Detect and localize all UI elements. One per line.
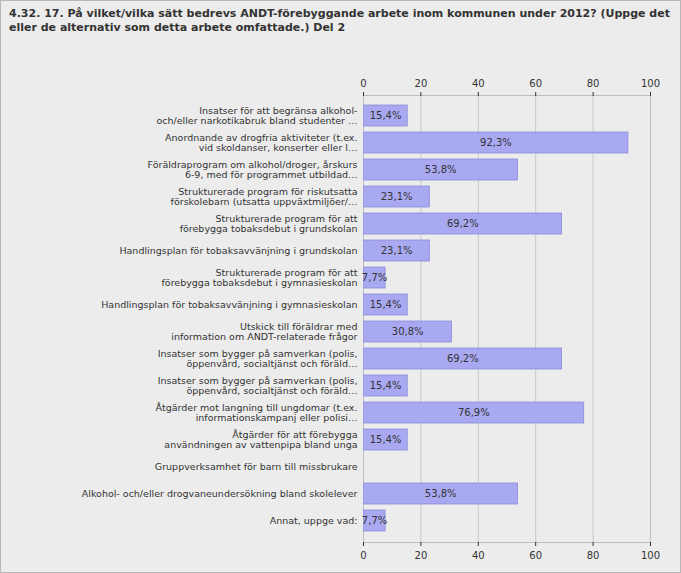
svg-text:Insatser för att begränsa alko: Insatser för att begränsa alkohol-och/el…: [156, 105, 357, 126]
svg-text:Åtgärder mot langning till ung: Åtgärder mot langning till ungdomar (t.e…: [155, 402, 357, 423]
svg-text:30,8%: 30,8%: [392, 326, 424, 337]
svg-text:15,4%: 15,4%: [370, 110, 402, 121]
svg-text:Handlingsplan för tobaksavvänj: Handlingsplan för tobaksavvänjning i gym…: [101, 299, 357, 310]
svg-text:20: 20: [415, 550, 428, 561]
svg-text:Annat, uppge vad:: Annat, uppge vad:: [270, 515, 358, 526]
svg-text:Föräldraprogram om alkohol/dro: Föräldraprogram om alkohol/droger, årsku…: [148, 159, 358, 180]
svg-text:15,4%: 15,4%: [370, 299, 402, 310]
svg-text:53,8%: 53,8%: [425, 488, 457, 499]
svg-text:80: 80: [587, 550, 600, 561]
svg-text:Åtgärder för att förebyggaanvä: Åtgärder för att förebyggaanvändningen a…: [164, 429, 357, 450]
svg-text:0: 0: [360, 550, 366, 561]
svg-text:40: 40: [472, 78, 485, 89]
svg-text:40: 40: [472, 550, 485, 561]
svg-text:69,2%: 69,2%: [447, 218, 479, 229]
svg-text:Strukturerade program för risk: Strukturerade program för riskutsattaför…: [171, 186, 358, 206]
svg-text:53,8%: 53,8%: [425, 164, 457, 175]
svg-text:92,3%: 92,3%: [480, 137, 512, 148]
svg-text:7,7%: 7,7%: [362, 515, 387, 526]
html-text:4.32. 17. På vilket/vilka sätt: 4.32. 17. På vilket/vilka sätt bedrevs A…: [9, 7, 670, 34]
svg-text:60: 60: [529, 550, 542, 561]
svg-text:Gruppverksamhet för barn till: Gruppverksamhet för barn till missbrukar…: [155, 461, 358, 472]
svg-text:100: 100: [641, 550, 660, 561]
svg-text:Alkohol- och/eller drogvaneund: Alkohol- och/eller drogvaneundersökning …: [82, 488, 358, 499]
svg-text:23,1%: 23,1%: [381, 245, 413, 256]
svg-text:7,7%: 7,7%: [362, 272, 387, 283]
svg-text:15,4%: 15,4%: [370, 380, 402, 391]
svg-text:Handlingsplan för tobaksavvänj: Handlingsplan för tobaksavvänjning i gru…: [119, 245, 357, 256]
svg-text:80: 80: [587, 78, 600, 89]
svg-text:100: 100: [641, 78, 660, 89]
svg-text:Utskick till föräldrar medinfo: Utskick till föräldrar medinformation om…: [171, 321, 357, 342]
svg-text:Strukturerade program för attf: Strukturerade program för attförebygga t…: [161, 267, 357, 288]
svg-text:Anordnande av drogfria aktivit: Anordnande av drogfria aktiviteter (t.ex…: [165, 132, 357, 153]
svg-text:20: 20: [415, 78, 428, 89]
svg-text:60: 60: [529, 78, 542, 89]
svg-text:23,1%: 23,1%: [381, 191, 413, 202]
svg-text:Insatser som bygger på samverk: Insatser som bygger på samverkan (polis,…: [158, 348, 358, 369]
svg-text:Strukturerade program för attf: Strukturerade program för attförebygga t…: [180, 213, 358, 234]
svg-text:0: 0: [360, 78, 366, 89]
svg-text:15,4%: 15,4%: [370, 434, 402, 445]
svg-text:Insatser som bygger på samverk: Insatser som bygger på samverkan (polis,…: [158, 375, 358, 396]
svg-text:69,2%: 69,2%: [447, 353, 479, 364]
svg-text:76,9%: 76,9%: [458, 407, 490, 418]
